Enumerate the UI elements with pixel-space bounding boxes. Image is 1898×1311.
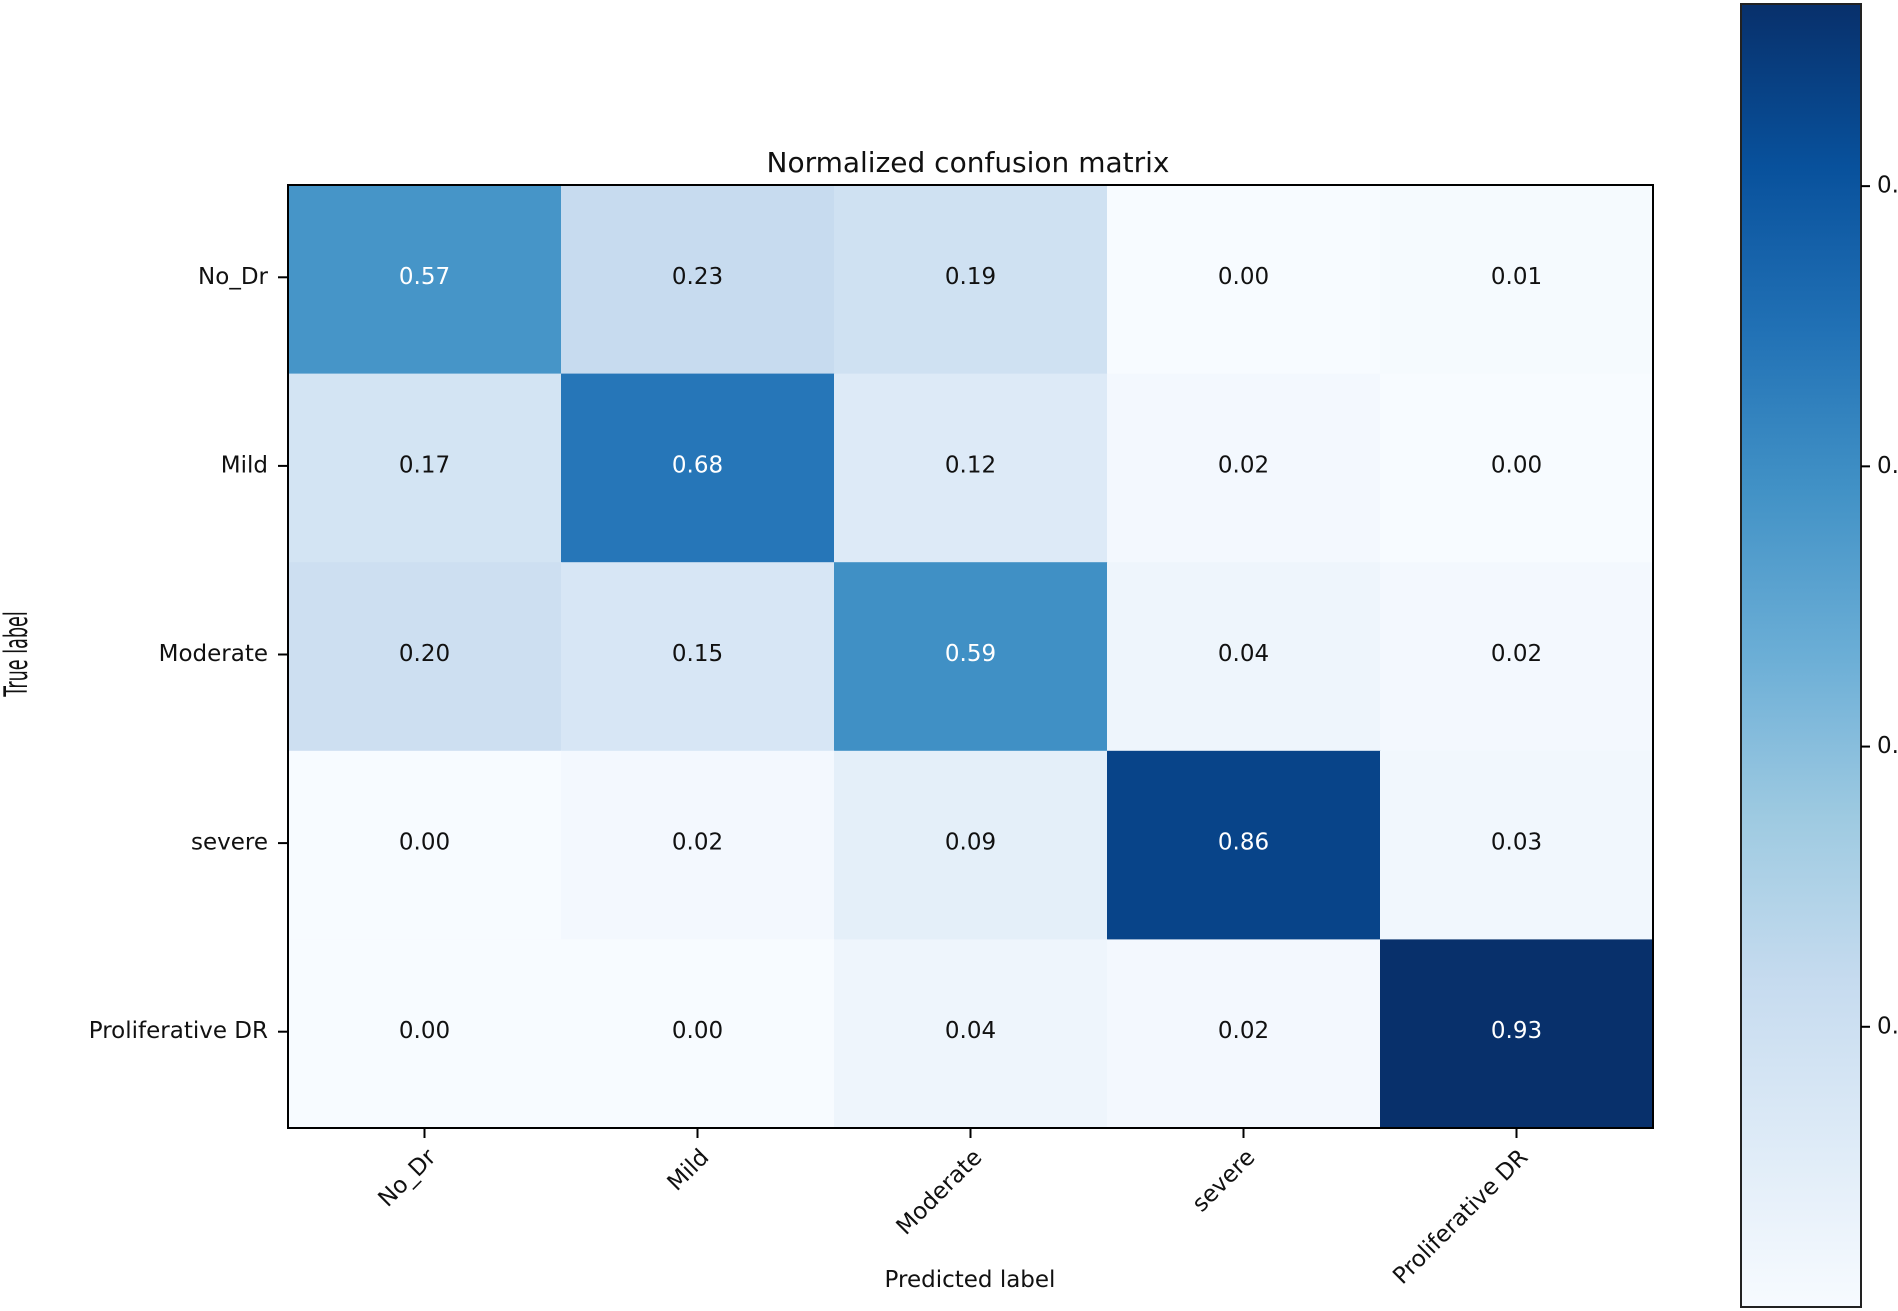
- y-axis-label: True label: [0, 611, 36, 697]
- colorbar: [1740, 3, 1862, 1308]
- cell-value-label: 0.00: [1491, 452, 1542, 478]
- x-axis: No_Dr Mild Moderate severe Proliferative DR: [373, 1128, 1533, 1290]
- cell-value-label: 0.02: [1218, 452, 1269, 478]
- cell-value-label: 0.04: [1218, 641, 1269, 667]
- cell-value-label: 0.03: [1491, 830, 1542, 856]
- heatmap-cell: [834, 185, 1108, 375]
- colorbar-axis: 0.2 0.4 0.6 0.8: [1861, 173, 1898, 1039]
- cell-value-label: 0.02: [1491, 641, 1542, 667]
- heatmap-cell: [1107, 750, 1381, 940]
- cell-value-label: 0.00: [399, 1018, 450, 1044]
- heatmap-cell: [561, 939, 835, 1129]
- cell-value-label: 0.00: [672, 1018, 723, 1044]
- cell-value-label: 0.20: [399, 641, 450, 667]
- heatmap-cell: [1107, 939, 1381, 1129]
- heatmap-cell: [834, 373, 1108, 563]
- cell-value-label: 0.15: [672, 641, 723, 667]
- cell-value-label: 0.23: [672, 264, 723, 290]
- heatmap-cells: [288, 185, 1654, 1129]
- cell-value-label: 0.86: [1218, 830, 1269, 856]
- heatmap-cell: [1380, 185, 1654, 375]
- heatmap-cell: [561, 373, 835, 563]
- cell-value-label: 0.01: [1491, 264, 1542, 290]
- cell-value-label: 0.00: [399, 830, 450, 856]
- x-tick-label: Proliferative DR: [1388, 1144, 1533, 1289]
- heatmap-cell: [561, 750, 835, 940]
- x-tick-label: No_Dr: [373, 1144, 441, 1212]
- heatmap-cell: [1380, 373, 1654, 563]
- heatmap-cell: [834, 939, 1108, 1129]
- cell-value-label: 0.02: [672, 830, 723, 856]
- x-axis-label: Predicted label: [885, 1267, 1056, 1293]
- cell-value-label: 0.09: [945, 830, 996, 856]
- chart-title: Normalized confusion matrix: [767, 146, 1170, 179]
- cell-value-label: 0.00: [1218, 264, 1269, 290]
- cell-value-label: 0.19: [945, 264, 996, 290]
- cell-value-label: 0.17: [399, 452, 450, 478]
- heatmap-cell: [288, 185, 562, 375]
- heatmap-cell-labels: 0.57 0.23 0.19 0.00 0.01 0.17 0.68 0.12 0.02 0.00…: [399, 264, 1542, 1044]
- cell-value-label: 0.02: [1218, 1018, 1269, 1044]
- heatmap-cell: [1380, 939, 1654, 1129]
- y-tick-label: Proliferative DR: [89, 1018, 268, 1044]
- colorbar-tick-label: 0.8: [1877, 173, 1898, 199]
- colorbar-tick-label: 0.6: [1877, 453, 1898, 479]
- heatmap-cell: [288, 750, 562, 940]
- heatmap-cell: [834, 562, 1108, 752]
- heatmap-cell: [561, 185, 835, 375]
- cell-value-label: 0.93: [1491, 1018, 1542, 1044]
- cell-value-label: 0.12: [945, 452, 996, 478]
- heatmap-cell: [1107, 373, 1381, 563]
- cell-value-label: 0.04: [945, 1018, 996, 1044]
- heatmap-cell: [288, 562, 562, 752]
- heatmap-cell: [834, 750, 1108, 940]
- x-tick-label: severe: [1188, 1144, 1261, 1217]
- cell-value-label: 0.68: [672, 452, 723, 478]
- cell-value-label: 0.59: [945, 641, 996, 667]
- y-tick-label: severe: [191, 830, 268, 856]
- heatmap-cell: [288, 939, 562, 1129]
- y-axis: No_Dr Mild Moderate severe Proliferative DR: [89, 264, 288, 1044]
- heatmap-cell: [288, 373, 562, 563]
- heatmap-cell: [561, 562, 835, 752]
- x-tick-label: Moderate: [892, 1144, 988, 1240]
- heatmap-cell: [1380, 562, 1654, 752]
- y-tick-label: Mild: [221, 452, 268, 478]
- heatmap-cell: [1107, 562, 1381, 752]
- x-tick-label: Mild: [663, 1144, 715, 1196]
- y-tick-label: Moderate: [159, 641, 268, 667]
- heatmap-cell: [1380, 750, 1654, 940]
- y-tick-label: No_Dr: [198, 264, 268, 290]
- colorbar-tick-label: 0.4: [1877, 733, 1898, 759]
- colorbar-tick-label: 0.2: [1877, 1013, 1898, 1039]
- heatmap-cell: [1107, 185, 1381, 375]
- cell-value-label: 0.57: [399, 264, 450, 290]
